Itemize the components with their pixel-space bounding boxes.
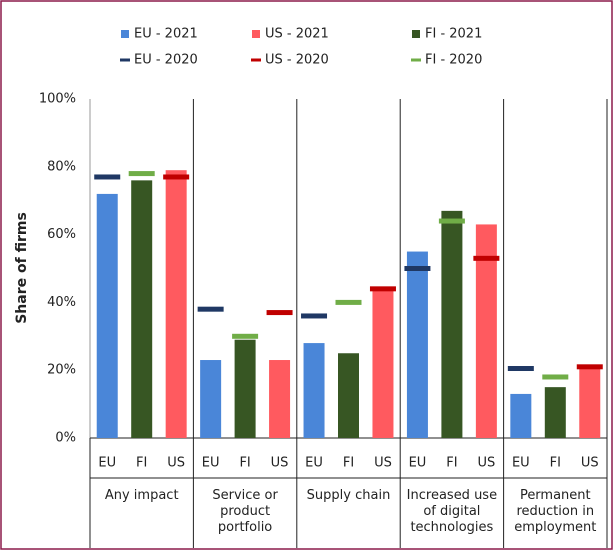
category-label: Permanent reduction in employment: [514, 488, 597, 535]
bar: [165, 170, 187, 438]
marker: [404, 266, 431, 271]
bar: [579, 366, 601, 438]
x-tick-label: US: [374, 456, 392, 471]
y-axis-label: Share of firms: [14, 212, 30, 324]
marker: [542, 374, 569, 380]
bar: [234, 339, 256, 438]
bar: [510, 393, 532, 438]
legend-swatch: [412, 30, 420, 38]
x-tick-label: US: [167, 456, 185, 471]
x-tick-label: FI: [446, 456, 457, 471]
marker: [301, 313, 328, 319]
legend-label: US - 2021: [265, 27, 329, 42]
legend-swatch: [252, 30, 260, 38]
x-tick-label: US: [581, 456, 599, 471]
marker: [576, 364, 603, 370]
marker: [266, 310, 293, 316]
legend-label: FI - 2021: [425, 27, 482, 42]
marker: [507, 366, 534, 372]
marker: [197, 306, 224, 312]
legend-swatch: [411, 58, 421, 62]
x-tick-label: US: [477, 456, 495, 471]
y-tick-label: 40%: [47, 295, 76, 310]
legend-label: EU - 2021: [134, 27, 198, 42]
bar: [269, 360, 291, 438]
marker: [232, 333, 259, 339]
legend-swatch: [251, 58, 261, 62]
x-tick-label: EU: [305, 456, 323, 471]
marker: [369, 286, 396, 292]
legend-swatch: [121, 30, 129, 38]
bar: [131, 180, 153, 439]
category-label: Supply chain: [306, 488, 391, 503]
bar: [303, 343, 325, 438]
category-label: Service or product portfolio: [212, 488, 278, 535]
bar: [406, 251, 428, 438]
x-tick-label: FI: [239, 456, 250, 471]
marker: [438, 218, 465, 224]
marker: [335, 299, 362, 305]
marker: [163, 174, 190, 180]
legend-swatch: [120, 58, 130, 62]
x-tick-label: FI: [136, 456, 147, 471]
bar: [544, 387, 566, 438]
legend-label: EU - 2020: [134, 53, 198, 68]
y-tick-label: 100%: [39, 92, 76, 107]
category-label: Increased use of digital technologies: [406, 488, 498, 535]
y-tick-label: 20%: [47, 363, 76, 378]
marker: [473, 255, 500, 261]
y-tick-label: 60%: [47, 227, 76, 242]
y-tick-label: 80%: [47, 159, 76, 174]
y-tick-label: 0%: [55, 431, 76, 446]
bar: [441, 210, 463, 438]
bar: [475, 224, 497, 438]
legend-label: US - 2020: [265, 53, 329, 68]
x-tick-label: EU: [98, 456, 116, 471]
x-tick-label: EU: [202, 456, 220, 471]
x-tick-label: FI: [550, 456, 561, 471]
x-tick-label: US: [271, 456, 289, 471]
legend-label: FI - 2020: [425, 53, 482, 68]
bar: [96, 193, 118, 438]
x-tick-label: EU: [409, 456, 427, 471]
marker: [94, 174, 121, 180]
x-tick-label: FI: [343, 456, 354, 471]
bar: [200, 360, 222, 438]
bar: [372, 288, 394, 438]
x-tick-label: EU: [512, 456, 530, 471]
category-label: Any impact: [104, 488, 179, 503]
bar: [338, 353, 359, 438]
marker: [128, 171, 155, 177]
